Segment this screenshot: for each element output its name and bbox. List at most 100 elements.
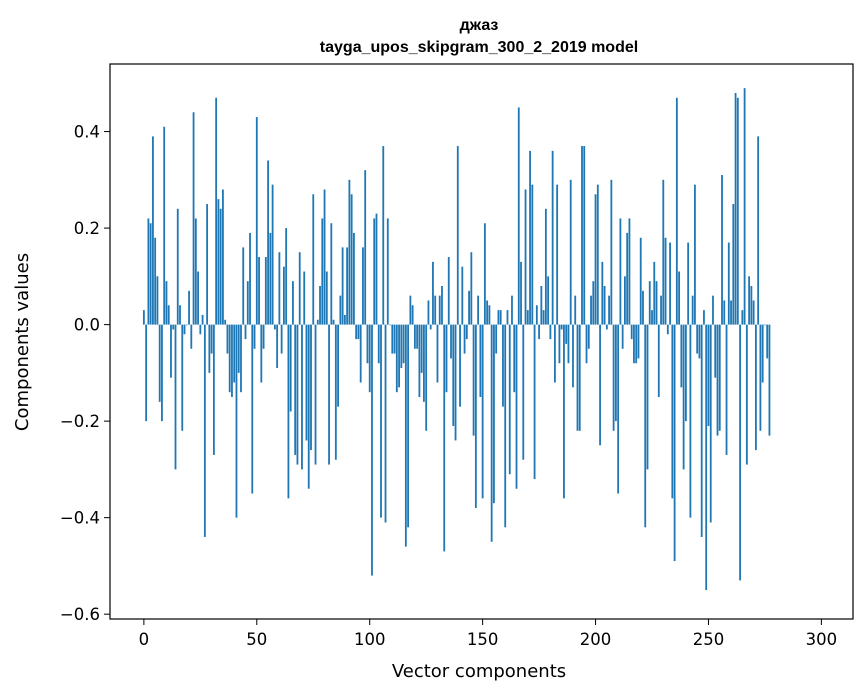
bar-component-178 (544, 208, 547, 325)
bar-component-56 (269, 232, 272, 325)
bar-component-98 (364, 170, 367, 325)
bar-component-41 (235, 324, 238, 518)
bar-component-207 (610, 179, 613, 325)
bar-component-5 (154, 237, 157, 325)
bar-component-84 (332, 319, 335, 325)
bar-component-82 (328, 324, 330, 465)
bar-component-268 (748, 276, 751, 325)
bar-component-93 (353, 232, 355, 325)
bar-component-112 (395, 324, 398, 393)
bar-component-58 (273, 324, 276, 330)
bar-component-210 (617, 324, 620, 494)
bar-component-196 (585, 324, 588, 364)
bar-component-202 (599, 324, 601, 446)
bar-component-18 (183, 324, 186, 335)
bar-component-28 (206, 203, 209, 325)
bar-component-65 (289, 324, 292, 412)
bar-component-188 (567, 324, 570, 364)
bar-component-264 (739, 324, 741, 581)
bar-component-260 (730, 300, 732, 325)
bar-component-24 (197, 271, 199, 325)
bar-component-236 (675, 97, 678, 325)
bar-component-133 (443, 324, 446, 552)
bar-component-143 (465, 324, 468, 340)
y-tick-label: 0.2 (74, 219, 100, 238)
bar-component-67 (294, 324, 297, 455)
bar-component-113 (398, 324, 400, 388)
bar-component-61 (280, 324, 283, 354)
x-axis-label: Vector components (392, 661, 566, 682)
bar-component-9 (163, 126, 166, 325)
bar-component-152 (486, 300, 489, 325)
bar-component-160 (504, 324, 507, 528)
bar-component-269 (750, 286, 753, 325)
bar-component-137 (452, 324, 455, 426)
bar-component-253 (714, 324, 717, 378)
bar-component-75 (312, 194, 315, 325)
bar-series (142, 88, 771, 591)
y-axis-label: Components values (12, 253, 33, 431)
chart-subtitle: tayga_upos_skipgram_300_2_2019 model (320, 39, 638, 56)
bar-component-262 (734, 92, 737, 325)
bar-component-144 (468, 290, 470, 325)
bar-component-103 (375, 213, 378, 325)
bar-component-237 (678, 271, 681, 325)
bar-component-256 (721, 175, 723, 325)
bar-component-234 (671, 324, 674, 499)
bar-component-275 (764, 324, 766, 326)
bar-component-63 (285, 228, 288, 325)
bar-component-87 (339, 295, 342, 325)
bar-component-223 (646, 324, 649, 470)
bar-component-27 (203, 324, 206, 537)
bar-component-258 (725, 324, 728, 455)
bar-component-57 (271, 184, 274, 325)
bar-component-44 (242, 247, 245, 325)
bar-component-159 (502, 324, 504, 407)
bar-component-123 (420, 324, 423, 373)
bar-component-102 (373, 218, 376, 325)
bar-component-209 (614, 324, 617, 422)
bar-component-248 (703, 310, 705, 325)
bar-component-0 (142, 310, 145, 325)
bar-component-8 (161, 324, 163, 422)
bar-component-20 (188, 290, 190, 325)
bar-component-51 (258, 257, 260, 325)
x-tick-label: 250 (693, 630, 725, 649)
bar-component-79 (321, 218, 324, 325)
bar-component-228 (657, 324, 660, 397)
bar-component-132 (441, 286, 443, 325)
bar-component-222 (644, 324, 647, 528)
bar-component-250 (707, 324, 710, 426)
bar-component-164 (513, 324, 516, 393)
bar-component-140 (459, 324, 461, 407)
y-tick-label: 0.4 (74, 123, 100, 142)
bar-component-31 (212, 324, 215, 455)
bar-component-216 (630, 324, 633, 340)
bar-component-83 (330, 223, 333, 325)
bar-component-95 (357, 324, 360, 340)
bar-component-104 (377, 324, 380, 364)
bar-component-21 (190, 324, 193, 349)
bar-component-201 (596, 184, 599, 325)
bar-component-261 (732, 203, 735, 325)
bar-component-162 (508, 324, 511, 475)
bar-component-276 (766, 324, 769, 359)
bar-component-91 (348, 179, 351, 325)
bar-component-204 (603, 286, 606, 325)
bar-component-173 (533, 324, 536, 480)
bar-component-55 (267, 160, 269, 325)
bar-component-227 (655, 281, 658, 325)
bar-component-197 (587, 324, 590, 349)
bar-component-219 (637, 324, 640, 359)
bar-component-124 (423, 324, 425, 402)
bar-component-135 (447, 257, 450, 325)
bar-component-86 (337, 324, 339, 407)
bar-component-213 (624, 276, 626, 325)
bar-component-265 (741, 310, 744, 325)
bar-component-203 (601, 261, 604, 325)
bar-component-149 (479, 324, 482, 397)
bar-component-199 (592, 281, 595, 325)
bar-component-255 (718, 324, 721, 431)
bar-component-106 (382, 146, 385, 325)
bar-component-88 (341, 247, 344, 325)
